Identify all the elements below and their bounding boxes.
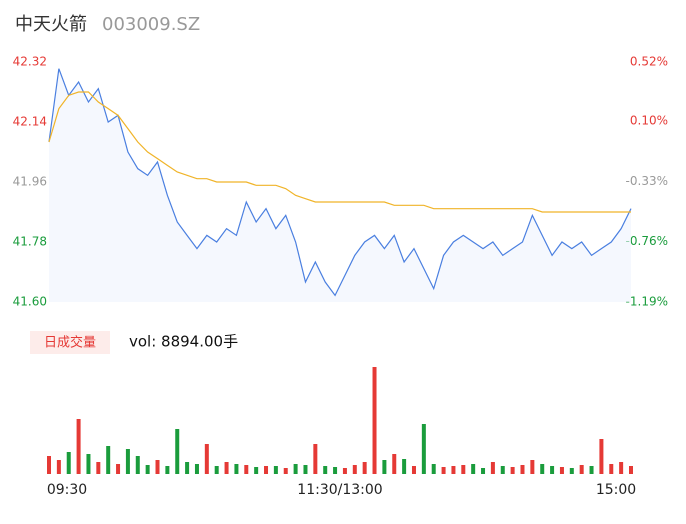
volume-bar: [264, 466, 269, 474]
volume-bar: [66, 452, 71, 474]
volume-bar: [471, 464, 476, 474]
volume-bar: [185, 462, 190, 474]
average-line: [48, 91, 631, 213]
volume-bar: [254, 467, 259, 474]
volume-bar: [540, 464, 545, 474]
volume-bar: [569, 468, 574, 474]
volume-bar: [619, 462, 624, 474]
volume-bar: [165, 466, 170, 474]
x-tick-label: 09:30: [47, 482, 87, 498]
volume-bar: [411, 466, 416, 474]
volume-bar: [421, 424, 426, 474]
volume-bar: [333, 467, 338, 474]
volume-bar: [175, 429, 180, 474]
volume-bar: [194, 464, 199, 474]
volume-bar: [342, 468, 347, 474]
y2-tick-label: -0.33%: [626, 174, 668, 188]
volume-bar: [145, 465, 150, 474]
volume-bar: [273, 466, 278, 474]
y-tick-label: 42.32: [13, 55, 47, 69]
volume-bar: [520, 465, 525, 474]
volume-bar: [244, 465, 249, 474]
volume-bar: [303, 465, 308, 474]
volume-bar: [530, 460, 535, 474]
price-area: [49, 68, 631, 303]
volume-bar: [96, 462, 101, 474]
volume-title: 日成交量: [44, 335, 96, 351]
volume-bar: [362, 462, 367, 474]
volume-bar: [559, 467, 564, 474]
volume-tab: [30, 331, 110, 354]
stock-code: 003009.SZ: [102, 14, 200, 35]
volume-bar: [609, 464, 614, 474]
y-tick-label: 42.14: [13, 115, 47, 129]
volume-bar: [490, 462, 495, 474]
y-tick-label: 41.96: [13, 175, 47, 189]
volume-text: vol: 8894.00手: [129, 333, 238, 351]
volume-bar: [579, 465, 584, 474]
volume-bar: [224, 462, 229, 474]
volume-bar: [441, 467, 446, 474]
volume-bar: [204, 444, 209, 474]
volume-bar: [481, 468, 486, 474]
x-tick-label: 15:00: [596, 482, 636, 498]
volume-bar: [283, 468, 288, 474]
y-tick-label: 41.78: [13, 235, 47, 249]
price-line: [48, 68, 632, 297]
x-tick-label: 11:30/13:00: [297, 482, 382, 498]
volume-bar: [56, 460, 61, 474]
volume-bar: [293, 464, 298, 474]
volume-bar: [500, 466, 505, 474]
volume-bar: [76, 419, 81, 474]
volume-bar: [382, 460, 387, 474]
volume-bar: [589, 466, 594, 474]
volume-bar: [106, 446, 111, 474]
volume-bar: [352, 465, 357, 474]
y2-tick-label: 0.52%: [630, 55, 668, 69]
volume-bar: [392, 454, 397, 474]
volume-bar: [135, 456, 140, 474]
volume-bar: [116, 464, 121, 474]
volume-bar: [461, 465, 466, 474]
volume-bar: [155, 460, 160, 474]
volume-bar: [86, 454, 91, 474]
y2-tick-label: 0.10%: [630, 113, 668, 127]
volume-bar: [402, 459, 407, 474]
y-tick-label: 41.60: [13, 295, 47, 309]
volume-bar: [629, 466, 633, 474]
volume-bar: [599, 439, 604, 474]
volume-bar: [214, 466, 219, 474]
volume-bar: [323, 466, 328, 474]
volume-bar: [550, 466, 555, 474]
volume-bar: [372, 367, 377, 474]
volume-bar: [47, 456, 51, 474]
volume-bar: [234, 464, 239, 474]
volume-bar: [431, 464, 436, 474]
y2-tick-label: -1.19%: [626, 295, 668, 309]
y2-tick-label: -0.76%: [626, 234, 668, 248]
volume-bar: [510, 467, 515, 474]
chart-title: 中天火箭: [15, 14, 87, 35]
volume-bar: [451, 466, 456, 474]
volume-bar: [313, 444, 318, 474]
volume-bar: [125, 449, 130, 474]
